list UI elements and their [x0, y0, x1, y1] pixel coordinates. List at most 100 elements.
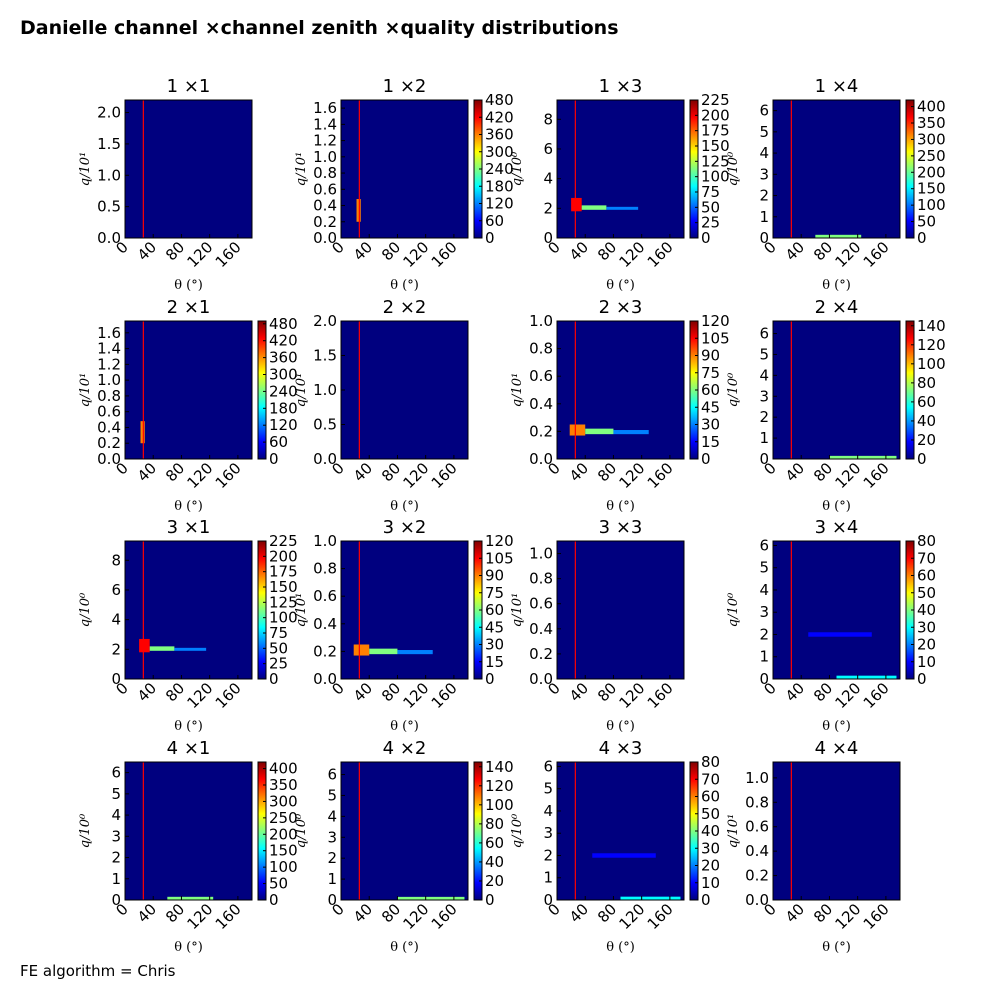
- colorbar-tick-label: 150: [701, 137, 730, 155]
- y-tick-label: 3: [759, 603, 769, 621]
- panel-title: 4 ×4: [815, 738, 859, 759]
- x-tick-label: 120: [184, 459, 217, 492]
- colorbar-tick-label: 175: [701, 122, 730, 140]
- x-axis-label: θ (°): [822, 719, 851, 734]
- heatmap-background: [125, 321, 252, 459]
- axes-frame: [124, 761, 253, 901]
- y-tick-label: 0.6: [313, 180, 337, 198]
- x-axis-label: θ (°): [174, 940, 203, 955]
- colorbar-tick-label: 120: [485, 195, 514, 213]
- axes-frame: [556, 540, 685, 680]
- colorbar-tick-label: 80: [701, 753, 720, 771]
- colorbar-tick-label: 175: [269, 563, 298, 581]
- panel-title: 2 ×1: [167, 297, 211, 318]
- x-axis-label: θ (°): [606, 719, 635, 734]
- axes-frame: [124, 99, 253, 239]
- x-tick-label: 120: [832, 679, 865, 712]
- colorbar-tick-label: 150: [269, 842, 298, 860]
- heatmap-background: [341, 100, 468, 238]
- colorbar-tick-label: 60: [917, 393, 936, 411]
- y-tick-label: 2: [759, 187, 769, 205]
- panel-title: 2 ×3: [599, 297, 643, 318]
- y-tick-label: 3: [327, 828, 337, 846]
- colorbar-tick-label: 10: [701, 874, 720, 892]
- x-tick-label: 0: [760, 238, 779, 257]
- panel-title: 2 ×2: [383, 297, 427, 318]
- x-tick-label: 40: [566, 900, 592, 926]
- x-tick-label: 160: [428, 679, 461, 712]
- y-axis-label: q/10¹: [726, 814, 741, 848]
- colorbar-tick-label: 120: [485, 532, 514, 550]
- colorbar-gradient: [257, 761, 267, 901]
- axes-frame: [556, 761, 685, 901]
- y-tick-label: 2: [543, 846, 553, 864]
- x-tick-label: 0: [112, 900, 131, 919]
- y-axis-label: q/10⁰: [78, 592, 93, 627]
- y-tick-label: 6: [759, 536, 769, 554]
- y-tick-label: 1.6: [97, 324, 121, 342]
- x-axis-label: θ (°): [822, 278, 851, 293]
- colorbar-tick-label: 20: [917, 636, 936, 654]
- y-axis-label: q/10⁰: [294, 813, 309, 848]
- colorbar-tick-label: 75: [269, 624, 288, 642]
- x-axis-label: θ (°): [606, 278, 635, 293]
- colorbar-tick-label: 75: [701, 183, 720, 201]
- panel-title: 3 ×4: [815, 517, 859, 538]
- colorbar-tick-label: 420: [269, 332, 298, 350]
- colorbar-tick-label: 105: [485, 549, 514, 567]
- x-tick-label: 120: [616, 238, 649, 271]
- x-tick-label: 160: [860, 679, 893, 712]
- y-tick-label: 1.0: [97, 371, 121, 389]
- colorbar-tick-label: 0: [269, 891, 279, 909]
- y-tick-label: 5: [759, 559, 769, 577]
- x-tick-label: 40: [134, 679, 160, 705]
- axes-frame: [124, 540, 253, 680]
- heatmap-hotspot: [592, 853, 656, 858]
- y-tick-label: 3: [111, 827, 121, 845]
- y-tick-label: 0: [543, 229, 553, 247]
- colorbar-tick-label: 120: [701, 312, 730, 330]
- colorbar-tick-label: 20: [485, 872, 504, 890]
- heatmap-hotspot: [149, 646, 175, 651]
- x-tick-label: 120: [184, 900, 217, 933]
- axes-frame: [340, 761, 469, 901]
- y-tick-label: 0.4: [745, 842, 769, 860]
- colorbar-tick-label: 90: [701, 347, 720, 365]
- heatmap-background: [341, 321, 468, 459]
- y-tick-label: 2.0: [97, 104, 121, 122]
- y-tick-label: 0.0: [313, 229, 337, 247]
- colorbar-tick-label: 80: [917, 532, 936, 550]
- y-tick-label: 0.2: [97, 434, 121, 452]
- colorbar-tick-label: 40: [917, 601, 936, 619]
- x-tick-label: 120: [400, 679, 433, 712]
- x-tick-label: 0: [760, 900, 779, 919]
- colorbar-tick-label: 90: [485, 567, 504, 585]
- y-tick-label: 4: [327, 807, 337, 825]
- x-tick-label: 120: [400, 900, 433, 933]
- y-tick-label: 0.5: [97, 198, 121, 216]
- colorbar-tick-label: 70: [917, 549, 936, 567]
- x-tick-label: 160: [860, 900, 893, 933]
- heatmap-hotspot: [585, 428, 614, 435]
- x-axis-label: θ (°): [390, 278, 419, 293]
- heatmap-panel: 1 ×20.00.20.40.60.81.01.21.41.60 40 801201…: [294, 76, 514, 293]
- y-tick-label: 0.6: [313, 587, 337, 605]
- x-tick-label: 120: [616, 679, 649, 712]
- colorbar-tick-label: 0: [701, 229, 711, 247]
- x-axis-label: θ (°): [390, 940, 419, 955]
- colorbar-tick-label: 225: [269, 532, 298, 550]
- colorbar-tick-label: 15: [701, 433, 720, 451]
- x-tick-label: 160: [860, 459, 893, 492]
- x-axis-label: θ (°): [606, 940, 635, 955]
- y-tick-label: 5: [111, 785, 121, 803]
- colorbar-tick-label: 240: [485, 160, 514, 178]
- y-tick-label: 2: [759, 625, 769, 643]
- colorbar-tick-label: 400: [269, 760, 298, 778]
